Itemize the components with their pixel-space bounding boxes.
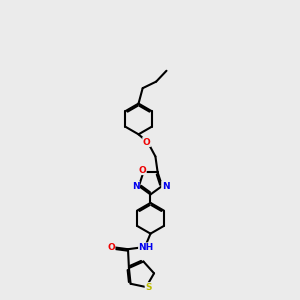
- Text: O: O: [107, 243, 115, 252]
- Text: NH: NH: [139, 243, 154, 252]
- Text: O: O: [139, 166, 146, 175]
- Text: N: N: [162, 182, 169, 190]
- Text: S: S: [145, 283, 152, 292]
- Text: N: N: [132, 182, 139, 190]
- Text: O: O: [143, 137, 151, 146]
